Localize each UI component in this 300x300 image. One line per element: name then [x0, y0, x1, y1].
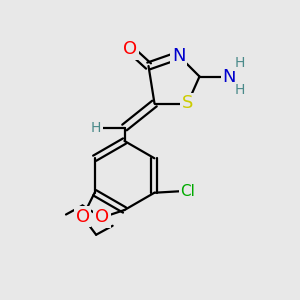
- Text: N: N: [223, 68, 236, 85]
- Text: O: O: [95, 208, 109, 226]
- Text: H: H: [91, 121, 101, 134]
- Text: H: H: [235, 83, 245, 97]
- Text: H: H: [235, 56, 245, 70]
- Text: N: N: [172, 46, 185, 64]
- Text: Cl: Cl: [180, 184, 195, 199]
- Text: S: S: [182, 94, 193, 112]
- Text: O: O: [123, 40, 138, 58]
- Text: O: O: [76, 208, 90, 226]
